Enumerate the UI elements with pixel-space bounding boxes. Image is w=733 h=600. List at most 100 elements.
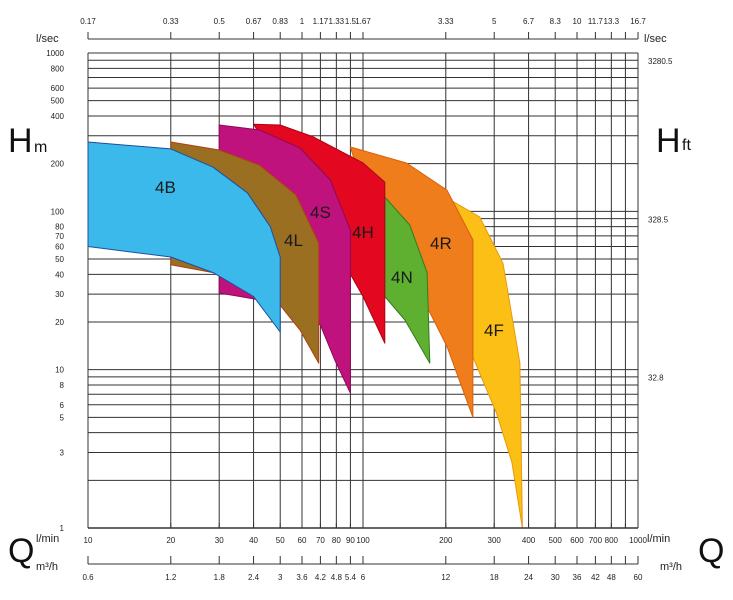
top-tick-label: 11.7 <box>588 17 604 26</box>
y-tick-label: 3 <box>60 448 65 457</box>
y-tick-label: 500 <box>51 97 65 106</box>
m3h-tick-label: 3 <box>278 573 283 582</box>
curve-label-4n: 4N <box>391 268 413 287</box>
y-right-tick-label: 32.8 <box>648 374 664 383</box>
m3h-tick-label: 5.4 <box>345 573 357 582</box>
top-tick-label: 8.3 <box>550 17 562 26</box>
bottom-tick-label: 100 <box>356 536 370 545</box>
bottom-tick-label: 700 <box>589 536 603 545</box>
curve-4b <box>87 141 281 333</box>
y-tick-label: 30 <box>55 290 64 299</box>
top-tick-label: 0.83 <box>272 17 288 26</box>
top-tick-label: 16.7 <box>630 17 646 26</box>
y-tick-label: 600 <box>51 84 65 93</box>
y-tick-label: 1 <box>60 524 65 533</box>
lsec-unit-right: l/sec <box>644 33 667 45</box>
lmin-unit-left: l/min <box>36 533 59 545</box>
h-right-unit: ft <box>682 137 691 154</box>
lmin-unit-right: l/min <box>647 533 670 545</box>
bottom-tick-label: 20 <box>166 536 175 545</box>
q-right-symbol: Q <box>698 532 724 570</box>
m3h-tick-label: 30 <box>551 573 560 582</box>
bottom-tick-label: 600 <box>570 536 584 545</box>
h-right-symbol: H <box>656 122 681 160</box>
m3h-tick-label: 0.6 <box>82 573 94 582</box>
y-right-tick-label: 328.5 <box>648 215 669 224</box>
bottom-tick-label: 500 <box>549 536 563 545</box>
y-tick-label: 20 <box>55 318 64 327</box>
bottom-tick-label: 90 <box>346 536 355 545</box>
bottom-tick-label: 300 <box>488 536 502 545</box>
m3h-unit-left: m³/h <box>36 561 58 573</box>
m3h-tick-label: 48 <box>607 573 616 582</box>
lsec-unit-left: l/sec <box>36 33 59 45</box>
m3h-tick-label: 2.4 <box>248 573 260 582</box>
curve-label-4s: 4S <box>310 203 331 222</box>
y-tick-label: 60 <box>55 242 64 251</box>
y-right-tick-label: 3280.5 <box>648 57 673 66</box>
y-tick-label: 400 <box>51 112 65 121</box>
y-tick-label: 6 <box>60 401 65 410</box>
y-tick-label: 1000 <box>46 49 64 58</box>
y-tick-label: 8 <box>60 381 65 390</box>
bottom-tick-label: 30 <box>215 536 224 545</box>
y-tick-label: 200 <box>51 160 65 169</box>
m3h-tick-label: 24 <box>524 573 533 582</box>
y-tick-label: 5 <box>60 413 65 422</box>
top-tick-label: 1.33 <box>329 17 345 26</box>
m3h-tick-label: 60 <box>634 573 643 582</box>
bottom-tick-label: 200 <box>439 536 453 545</box>
bottom-tick-label: 800 <box>605 536 619 545</box>
top-tick-label: 1.17 <box>313 17 329 26</box>
m3h-tick-label: 4.8 <box>331 573 343 582</box>
bottom-tick-label: 60 <box>298 536 307 545</box>
y-tick-label: 800 <box>51 64 65 73</box>
top-tick-label: 6.7 <box>523 17 535 26</box>
top-tick-label: 13.3 <box>604 17 620 26</box>
bottom-tick-label: 80 <box>332 536 341 545</box>
y-tick-label: 50 <box>55 255 64 264</box>
top-tick-label: 5 <box>492 17 497 26</box>
top-tick-label: 1.5 <box>345 17 357 26</box>
m3h-tick-label: 4.2 <box>315 573 327 582</box>
m3h-tick-label: 1.2 <box>165 573 177 582</box>
top-tick-label: 3.33 <box>438 17 454 26</box>
curve-label-4f: 4F <box>484 321 504 340</box>
m3h-unit-right: m³/h <box>660 561 682 573</box>
y-tick-label: 40 <box>55 270 64 279</box>
top-tick-label: 0.5 <box>214 17 226 26</box>
curve-label-4h: 4H <box>352 223 374 242</box>
y-tick-label: 80 <box>55 223 64 232</box>
top-tick-label: 10 <box>573 17 582 26</box>
y-tick-label: 100 <box>51 207 65 216</box>
curve-label-4r: 4R <box>430 234 452 253</box>
top-tick-label: 1 <box>300 17 305 26</box>
top-tick-label: 0.67 <box>246 17 262 26</box>
h-left-unit: m <box>34 139 47 156</box>
q-left-symbol: Q <box>8 532 34 570</box>
m3h-tick-label: 1.8 <box>214 573 226 582</box>
bottom-tick-label: 400 <box>522 536 536 545</box>
m3h-tick-label: 12 <box>441 573 450 582</box>
bottom-tick-label: 70 <box>316 536 325 545</box>
bottom-tick-label: 50 <box>276 536 285 545</box>
y-tick-label: 10 <box>55 366 64 375</box>
m3h-tick-label: 18 <box>490 573 499 582</box>
top-tick-label: 1.67 <box>355 17 371 26</box>
m3h-tick-label: 42 <box>591 573 600 582</box>
top-tick-label: 0.33 <box>163 17 179 26</box>
bottom-tick-label: 40 <box>249 536 258 545</box>
m3h-tick-label: 3.6 <box>296 573 308 582</box>
m3h-tick-label: 36 <box>573 573 582 582</box>
curve-label-4b: 4B <box>155 178 176 197</box>
bottom-tick-label: 1000 <box>629 536 647 545</box>
h-left-symbol: H <box>8 122 33 160</box>
bottom-tick-label: 10 <box>84 536 93 545</box>
m3h-tick-label: 6 <box>361 573 366 582</box>
axes: 0.17 10 0.6 0.33 20 1.2 0.5 30 1.8 0.67 40 2.4 0.83 5… <box>46 17 673 582</box>
curve-label-4l: 4L <box>284 231 303 250</box>
y-tick-label: 70 <box>55 232 64 241</box>
pump-curves: 4F 4R 4N 4H 4S 4L 4B <box>87 123 523 529</box>
top-tick-label: 0.17 <box>80 17 96 26</box>
